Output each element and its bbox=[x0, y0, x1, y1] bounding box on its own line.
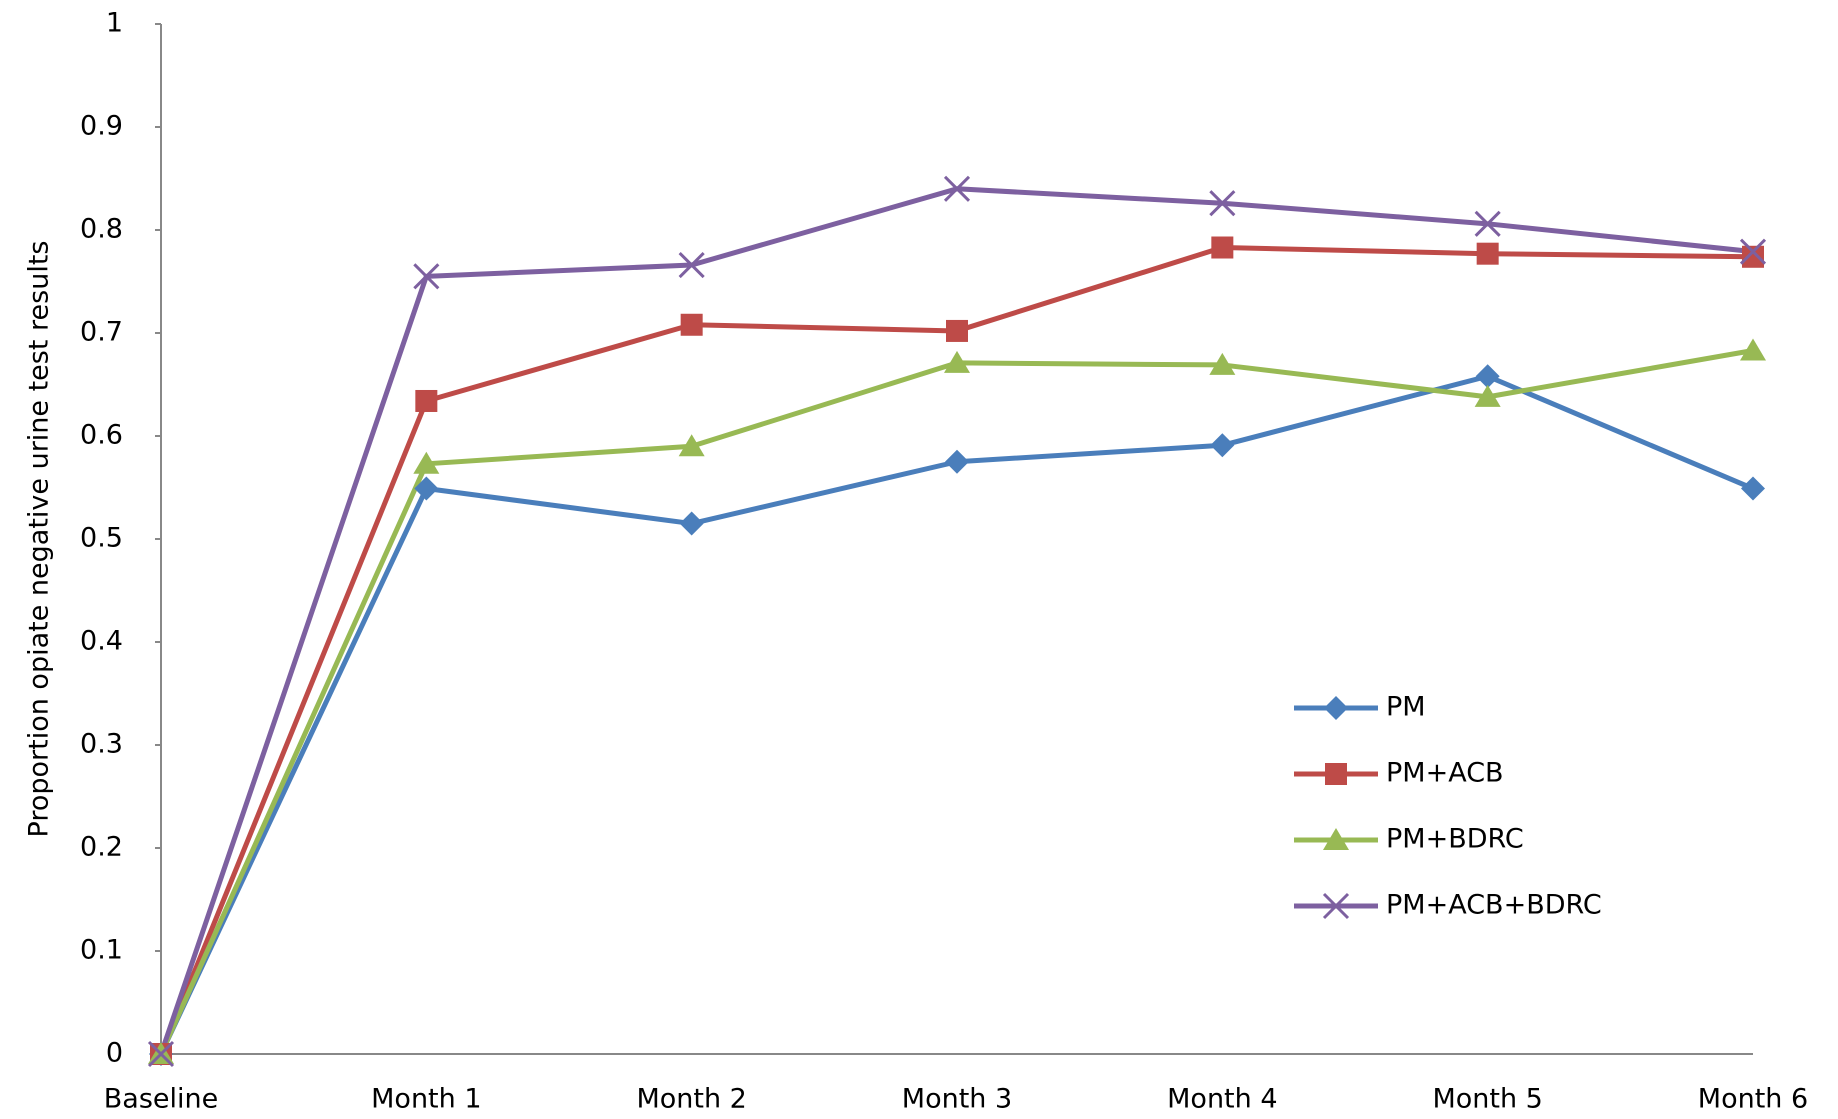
marker bbox=[413, 451, 440, 474]
y-axis-label: Proportion opiate negative urine test re… bbox=[24, 241, 55, 838]
marker bbox=[946, 319, 968, 342]
marker bbox=[413, 263, 440, 290]
x-tick-label: Month 6 bbox=[1698, 1084, 1808, 1115]
marker bbox=[1474, 210, 1501, 237]
legend-label: PM+BDRC bbox=[1386, 824, 1524, 855]
marker bbox=[1209, 190, 1236, 217]
series-line bbox=[158, 373, 1754, 1056]
legend-marker bbox=[1322, 892, 1350, 920]
legend-marker bbox=[1325, 763, 1347, 785]
marker bbox=[1742, 245, 1764, 268]
marker bbox=[680, 313, 703, 336]
y-tick-label: 0.5 bbox=[80, 523, 123, 554]
x-tick-label: Month 4 bbox=[1167, 1084, 1277, 1115]
x-tick-label: Month 5 bbox=[1432, 1084, 1542, 1115]
y-tick-label: 0.1 bbox=[80, 935, 123, 966]
y-tick-label: 0.2 bbox=[80, 832, 123, 863]
x-tick-label: Month 1 bbox=[371, 1084, 481, 1115]
y-tick-label: 0.3 bbox=[80, 729, 123, 760]
marker bbox=[147, 1040, 175, 1068]
series-line bbox=[158, 186, 1754, 1055]
marker bbox=[1211, 236, 1234, 259]
marker bbox=[944, 350, 970, 373]
legend-marker bbox=[1323, 828, 1349, 850]
marker bbox=[1739, 238, 1767, 265]
y-tick-label: 0.8 bbox=[80, 214, 123, 245]
y-tick-label: 0.6 bbox=[80, 420, 123, 451]
marker bbox=[945, 449, 969, 474]
y-tick-label: 0 bbox=[106, 1038, 123, 1069]
y-tick-label: 0.4 bbox=[80, 626, 123, 657]
marker bbox=[1210, 433, 1235, 458]
marker bbox=[414, 476, 439, 501]
marker bbox=[1741, 476, 1765, 501]
x-tick-label: Baseline bbox=[104, 1084, 218, 1115]
x-tick-label: Month 3 bbox=[902, 1084, 1012, 1115]
y-tick-label: 1 bbox=[106, 8, 123, 39]
marker bbox=[943, 175, 971, 202]
legend-label: PM bbox=[1386, 692, 1426, 723]
marker bbox=[678, 434, 705, 457]
marker bbox=[1209, 352, 1236, 375]
legend-label: PM+ACB bbox=[1386, 758, 1504, 789]
legend-label: PM+ACB+BDRC bbox=[1386, 890, 1602, 921]
x-tick-label: Month 2 bbox=[636, 1084, 746, 1115]
marker bbox=[1474, 384, 1501, 407]
marker bbox=[1740, 338, 1766, 361]
marker bbox=[415, 389, 438, 412]
marker bbox=[1476, 242, 1499, 265]
marker bbox=[679, 511, 704, 536]
y-tick-label: 0.9 bbox=[80, 111, 123, 142]
marker bbox=[1475, 364, 1500, 389]
legend-marker bbox=[1324, 696, 1348, 720]
marker bbox=[678, 251, 705, 279]
y-tick-label: 0.7 bbox=[80, 317, 123, 348]
